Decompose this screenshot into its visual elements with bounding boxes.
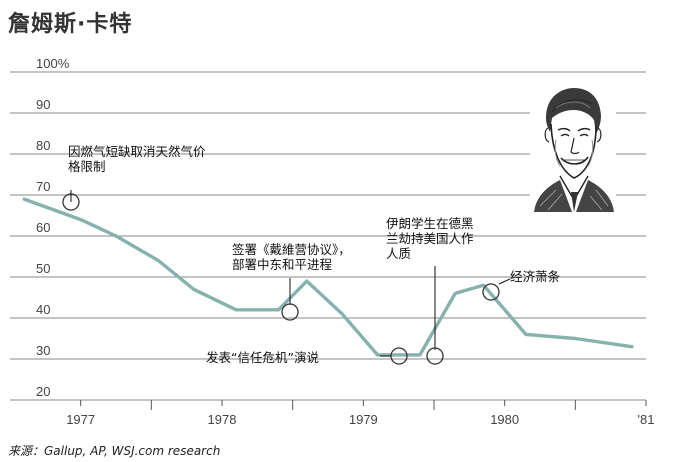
y-tick-label: 100% (36, 56, 70, 71)
event-marker-gas-price (62, 193, 80, 211)
svg-text:签署《戴維营协议》，部署中东和平进程: 签署《戴維营协议》，部署中东和平进程 (232, 242, 351, 272)
y-tick-label: 80 (36, 138, 50, 153)
source-note: 来源：Gallup, AP, WSJ.com research (8, 444, 221, 458)
ann-iran-line2: 兰劫持美国人作 (386, 231, 474, 246)
annotation-crisis-speech: 发表“信任危机”演说 (206, 350, 391, 365)
svg-text:因燃气短缺取消天然气价格限制: 因燃气短缺取消天然气价格限制 (68, 144, 206, 174)
x-tick-label: 1977 (66, 412, 95, 427)
chart-title: 詹姆斯·卡特 (8, 12, 133, 37)
y-tick-label: 20 (36, 384, 50, 399)
annotation-iran-hostage: 伊朗学生在德黑兰劫持美国人作人质 (386, 216, 474, 350)
x-tick-label: 1980 (490, 412, 519, 427)
event-marker-iran-hostage (426, 347, 444, 365)
carter-portrait-icon (530, 86, 616, 214)
svg-text:伊朗学生在德黑兰劫持美国人作人质: 伊朗学生在德黑兰劫持美国人作人质 (386, 216, 474, 261)
ann-iran-line3: 人质 (386, 246, 411, 261)
ann-recession: 经济萧条 (510, 269, 561, 284)
y-tick-label: 90 (36, 97, 50, 112)
event-marker-recession (482, 283, 500, 301)
event-marker-camp-david (281, 303, 299, 321)
ann-gas-price-line2: 格限制 (68, 159, 106, 174)
ann-iran-line1: 伊朗学生在德黑 (386, 216, 474, 231)
annotation-gas-price: 因燃气短缺取消天然气价格限制 (68, 144, 206, 202)
y-tick-label: 40 (36, 302, 50, 317)
ann-gas-price-line1: 因燃气短缺取消天然气价 (68, 144, 206, 159)
x-tick-label: 1979 (349, 412, 378, 427)
event-marker-crisis-speech (390, 347, 408, 365)
leader-recession (498, 278, 511, 285)
x-axis-ticks: 1977 1978 1979 1980 '81 (66, 400, 654, 427)
ann-camp-david-line2: 部署中东和平进程 (232, 257, 333, 272)
y-tick-label: 30 (36, 343, 50, 358)
y-tick-label: 50 (36, 261, 50, 276)
annotation-camp-david: 签署《戴維营协议》，部署中东和平进程 (232, 242, 351, 305)
x-tick-label: '81 (638, 412, 655, 427)
y-axis-ticks: 100% 90 80 70 60 50 40 30 20 (36, 56, 70, 399)
gridlines (10, 71, 646, 401)
ann-crisis-speech: 发表“信任危机”演说 (206, 350, 319, 365)
x-tick-label: 1978 (208, 412, 237, 427)
approval-rating-line (22, 197, 634, 357)
y-tick-label: 60 (36, 220, 50, 235)
annotation-recession: 经济萧条 (498, 269, 561, 285)
y-tick-label: 70 (36, 179, 50, 194)
ann-camp-david-line1: 签署《戴維营协议》， (232, 242, 351, 257)
